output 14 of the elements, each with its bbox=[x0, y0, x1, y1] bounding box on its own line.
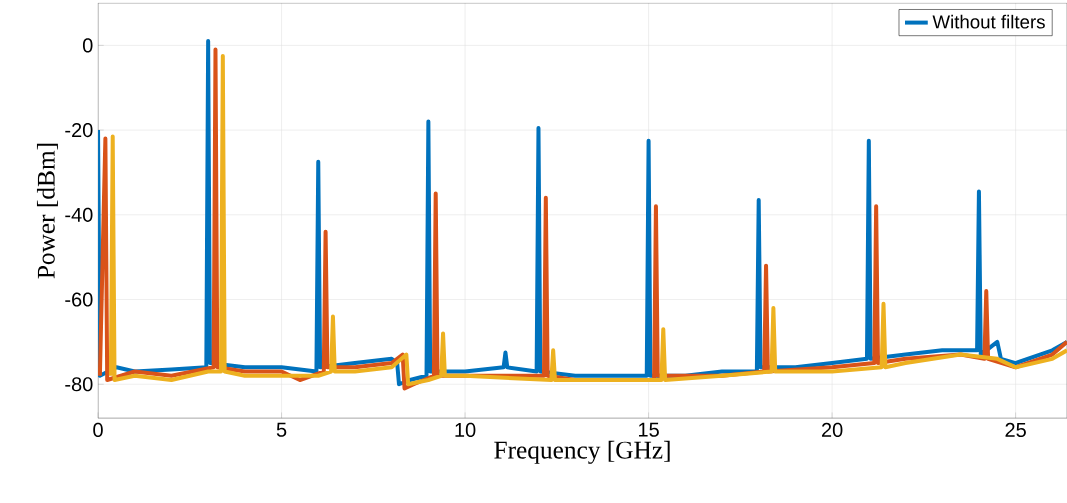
x-tick-label: 25 bbox=[1005, 422, 1026, 437]
x-tick-label: 20 bbox=[821, 422, 843, 437]
y-tick-label: -20 bbox=[65, 122, 93, 138]
legend-label: Without filters bbox=[932, 14, 1045, 29]
y-axis-title: Power [dBm] bbox=[36, 143, 58, 279]
y-tick-label: -40 bbox=[65, 207, 93, 222]
x-tick-label: 10 bbox=[455, 422, 476, 437]
x-tick-label: 15 bbox=[638, 422, 659, 437]
y-tick-label: -80 bbox=[65, 377, 93, 392]
x-tick-label: 0 bbox=[93, 422, 103, 437]
y-tick-label: -60 bbox=[65, 292, 93, 307]
y-tick-label: 0 bbox=[82, 38, 93, 53]
x-axis-title: Frequency [GHz] bbox=[494, 440, 670, 464]
x-tick-label: 5 bbox=[276, 422, 287, 437]
